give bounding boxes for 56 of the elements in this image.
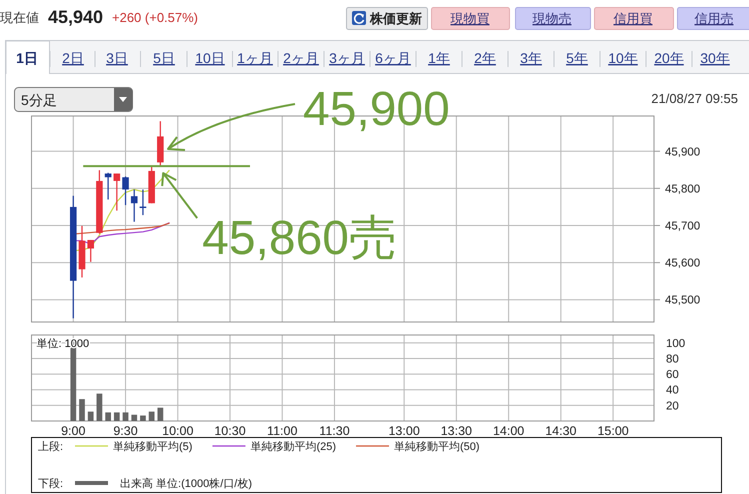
x-tick-label: 9:30 bbox=[113, 424, 138, 438]
text: 1日 bbox=[16, 50, 38, 66]
text: 5年 bbox=[566, 50, 588, 66]
x-tick-label: 14:00 bbox=[492, 424, 524, 438]
x-tick-label: 11:00 bbox=[267, 424, 298, 438]
y-tick-label: 45,700 bbox=[665, 220, 700, 232]
text: 10日 bbox=[195, 50, 225, 66]
legend-label: 出来高 単位:(1000株/口/枚) bbox=[120, 477, 252, 490]
x-tick-label: 11:30 bbox=[319, 424, 350, 438]
x-tick-label: 10:00 bbox=[162, 424, 194, 438]
text: 1年 bbox=[428, 50, 450, 66]
x-tick-label: 10:30 bbox=[214, 424, 246, 438]
y-tick-label: 80 bbox=[666, 353, 679, 366]
text: 5日 bbox=[153, 50, 175, 66]
y-tick-label: 40 bbox=[666, 384, 679, 397]
legend-title: 下段: bbox=[38, 478, 64, 490]
y-tick-label: 100 bbox=[666, 338, 686, 350]
x-tick-label: 13:00 bbox=[388, 424, 420, 438]
x-tick-label: 9:00 bbox=[61, 424, 86, 438]
annotation: 45,900 bbox=[303, 83, 450, 136]
y-tick-label: 45,600 bbox=[665, 258, 700, 270]
text: 2年 bbox=[474, 50, 496, 66]
text: 現物売 bbox=[532, 11, 572, 26]
text: 現在値 bbox=[0, 10, 39, 25]
text: 3日 bbox=[106, 50, 128, 66]
text: 現物買 bbox=[450, 11, 490, 26]
text: 6ヶ月 bbox=[375, 50, 411, 66]
text: 5分足 bbox=[21, 92, 57, 108]
text: 45,940 bbox=[48, 7, 104, 27]
text: 信用買 bbox=[614, 11, 652, 26]
text: 21/08/27 09:55 bbox=[651, 91, 738, 106]
legend-label: 単純移動平均(5) bbox=[113, 441, 192, 453]
text: 1ヶ月 bbox=[237, 50, 273, 66]
y-tick-label: 45,500 bbox=[665, 294, 700, 307]
text: +260 (+0.57%) bbox=[112, 10, 198, 25]
text: 20年 bbox=[654, 50, 684, 66]
ref-line-label: 45,860売 bbox=[202, 212, 397, 266]
y-tick-label: 45,800 bbox=[665, 183, 700, 196]
legend-label: 単純移動平均(25) bbox=[250, 441, 336, 453]
x-tick-label: 13:30 bbox=[440, 424, 472, 438]
legend-label: 単純移動平均(50) bbox=[394, 441, 480, 453]
y-tick-label: 60 bbox=[666, 369, 679, 382]
y-tick-label: 45,900 bbox=[665, 146, 700, 158]
text: 3年 bbox=[520, 50, 542, 66]
ref-line: 45,860売 bbox=[83, 165, 397, 266]
y-tick-label: 20 bbox=[666, 400, 679, 412]
text: 信用売 bbox=[694, 11, 734, 26]
text: 10年 bbox=[608, 50, 638, 66]
text: 30年 bbox=[700, 50, 730, 66]
text: 株価更新 bbox=[369, 11, 422, 26]
text: 3ヶ月 bbox=[329, 50, 365, 66]
legend-title: 上段: bbox=[38, 440, 64, 453]
text: 2日 bbox=[62, 50, 84, 66]
x-tick-label: 15:00 bbox=[597, 424, 629, 438]
x-tick-label: 14:30 bbox=[545, 424, 577, 438]
text: 2ヶ月 bbox=[283, 50, 319, 66]
